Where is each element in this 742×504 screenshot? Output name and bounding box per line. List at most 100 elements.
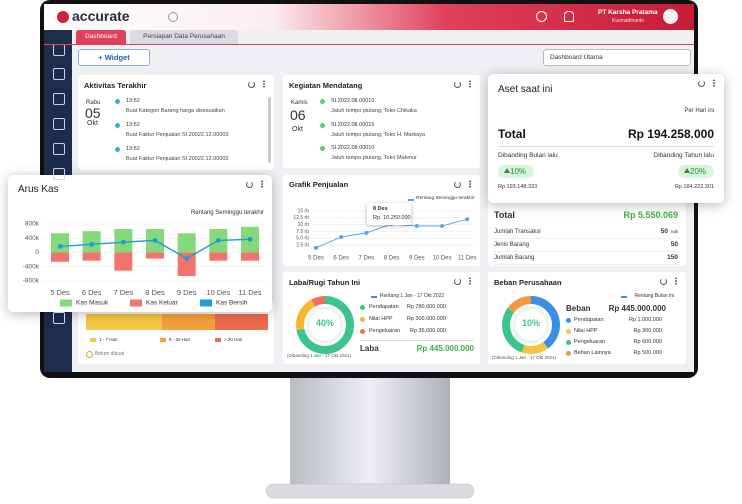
sidebar-icon[interactable] xyxy=(53,168,65,180)
refresh-icon[interactable] xyxy=(248,81,255,88)
bar xyxy=(51,252,69,262)
data-point xyxy=(414,224,419,229)
card-title: Laba/Rugi Tahun Ini xyxy=(289,278,361,287)
compare-label: Dibanding Bulan lalu xyxy=(498,152,558,159)
aging-legend-box xyxy=(90,338,96,342)
tooltip-value: Rp. 10.250.000 xyxy=(373,215,411,221)
app-switch[interactable] xyxy=(168,12,178,22)
row-value: Rp 1.000.000 xyxy=(628,317,662,323)
tab[interactable]: Dashboard xyxy=(76,30,126,44)
stand-base xyxy=(265,483,475,499)
row-label: Beban Lainnya xyxy=(574,350,611,356)
menu-icon[interactable] xyxy=(469,180,471,188)
row-value: Rp 35.000.000 xyxy=(409,328,446,334)
refresh-icon[interactable] xyxy=(698,80,705,87)
refresh-icon[interactable] xyxy=(454,181,461,188)
bell-icon[interactable] xyxy=(564,11,574,22)
data-point xyxy=(57,244,63,249)
sidebar-icon[interactable] xyxy=(53,44,65,56)
event-text: Jatuh tempo piutang, Toko H. Markaya xyxy=(331,131,426,138)
row-label: Pengeluaran xyxy=(369,328,401,334)
event-ref: SI.2022.08.00015 xyxy=(331,121,375,128)
tab[interactable]: Persiapan Data Perusahaan xyxy=(130,30,238,44)
donut xyxy=(502,296,560,354)
bar xyxy=(146,252,165,259)
sidebar-icon[interactable] xyxy=(53,118,65,130)
data-point xyxy=(184,256,190,261)
sidebar-icon[interactable] xyxy=(53,93,65,105)
event-dot xyxy=(320,122,325,128)
menu-icon[interactable] xyxy=(263,80,265,88)
menu-icon[interactable] xyxy=(675,277,677,285)
user-sub: Kusmadinanto xyxy=(612,18,644,24)
range: Rentang 1 Jan - 17 Okt 2022 xyxy=(380,293,445,299)
refresh-icon[interactable] xyxy=(454,81,461,88)
refresh-icon[interactable] xyxy=(454,278,461,285)
donut xyxy=(296,296,354,354)
logo-text: accurate xyxy=(72,8,130,24)
data-point xyxy=(247,236,253,242)
legend-label: Kas Keluar xyxy=(146,300,179,307)
menu-icon[interactable] xyxy=(469,277,471,285)
y-tick-label: 5.0 rb xyxy=(296,236,309,242)
divider xyxy=(360,340,474,341)
chart: 800k 400k 0 -400k -800k 5 Des 6 Des 7 Des 8 Des 9… xyxy=(23,221,266,307)
refresh-icon[interactable] xyxy=(246,181,253,188)
row-value: Rp 780.000.000 xyxy=(406,304,446,310)
row-unit: kali xyxy=(671,229,678,234)
activity-text: Buat Kategori Barang harga disesuaikan xyxy=(126,108,225,114)
aging-label: > 30 Hari xyxy=(224,337,243,342)
month: Okt xyxy=(292,126,303,133)
legend-label: Kas Masuk xyxy=(76,300,109,307)
up-arrow xyxy=(684,168,690,173)
compare-value: Rp 193.148.333 xyxy=(498,184,538,190)
legend-dot xyxy=(566,340,571,345)
refresh-icon[interactable] xyxy=(660,278,667,285)
menu-icon[interactable] xyxy=(713,79,715,87)
note: Belum dibuat xyxy=(95,351,125,357)
note: (Dibanding 1 Jan - 17 Okt 2021) xyxy=(287,353,352,358)
total-value: Rp 445.000.000 xyxy=(608,304,666,313)
bar xyxy=(241,252,260,261)
row-value: 50 xyxy=(670,241,678,248)
aging-segment xyxy=(162,314,215,330)
x-tick-label: 7 Des xyxy=(359,256,375,262)
menu-icon[interactable] xyxy=(261,180,263,188)
donut-segment xyxy=(296,296,354,354)
sidebar-icon[interactable] xyxy=(53,143,65,155)
avatar[interactable] xyxy=(663,9,678,24)
sidebar-icon[interactable] xyxy=(53,312,65,324)
timeline-dot xyxy=(115,99,120,104)
x-tick-label: 8 Des xyxy=(384,256,400,262)
legend-line xyxy=(371,296,377,298)
dashboard-select[interactable]: Dashboard Utama xyxy=(543,49,691,66)
period: Per Hari ini xyxy=(684,108,714,114)
aging-segment xyxy=(86,314,162,330)
y-tick-label: -800k xyxy=(23,278,40,285)
aging-label: 1 - 7 Hari xyxy=(99,337,118,342)
card-beban: Beban Perusahaan Rentang Bulan ini 10% Beba… xyxy=(488,272,686,364)
range: Rentang Bulan ini xyxy=(634,293,674,299)
y-tick-label: 12.5 rb xyxy=(293,215,309,221)
activity-text: Buat Faktur Penjualan SI.20022.12.00002 xyxy=(126,156,229,162)
y-tick-label: 10 rb xyxy=(298,222,310,228)
y-tick-label: 800k xyxy=(25,221,40,228)
menu-icon[interactable] xyxy=(469,80,471,88)
day: Rabu xyxy=(86,100,101,106)
widget-button[interactable]: + Widget xyxy=(78,49,150,66)
data-point xyxy=(89,241,95,247)
stand-neck xyxy=(290,375,450,487)
sidebar-icon[interactable] xyxy=(53,68,65,80)
day: Kamis xyxy=(291,100,308,106)
total-value: Rp 5.550.069 xyxy=(623,210,678,220)
data-point xyxy=(152,237,158,243)
row-label: Jumlah Barang xyxy=(494,255,535,261)
bar xyxy=(209,252,228,261)
row-divider xyxy=(494,238,680,239)
activity-time: 13:52 xyxy=(126,122,140,128)
donut-segment xyxy=(502,296,560,354)
donut-segment xyxy=(502,296,560,354)
help-icon[interactable] xyxy=(536,11,547,22)
logo-mark xyxy=(57,11,69,23)
y-tick-label: 0 xyxy=(35,249,39,256)
